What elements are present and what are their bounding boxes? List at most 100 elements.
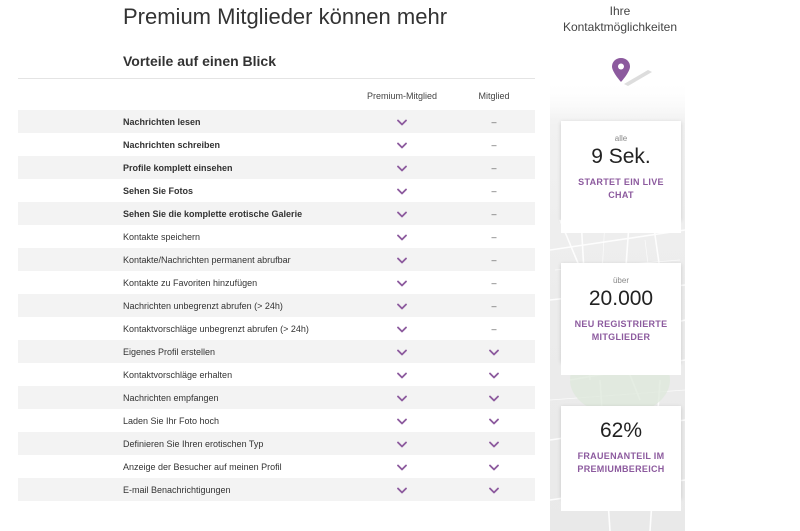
member-cell: –: [484, 133, 504, 156]
check-icon: [397, 119, 407, 125]
premium-cell: [392, 179, 412, 202]
stat-card-value: 62%: [599, 419, 643, 442]
table-row: E-mail Benachrichtigungen: [18, 478, 535, 501]
member-cell: –: [484, 110, 504, 133]
premium-cell: [392, 478, 412, 501]
premium-cell: [392, 294, 412, 317]
feature-label: Sehen Sie Fotos: [123, 186, 194, 196]
sidebar-title-line1: Ihre: [609, 4, 631, 18]
premium-cell: [392, 202, 412, 225]
feature-label: Kontaktvorschläge erhalten: [123, 370, 233, 380]
check-icon: [397, 280, 407, 286]
location-pin-icon: [612, 58, 652, 86]
feature-label: Kontakte zu Favoriten hinzufügen: [123, 278, 258, 288]
member-cell: –: [484, 271, 504, 294]
premium-cell: [392, 340, 412, 363]
column-header-premium: Premium-Mitglied: [366, 91, 437, 101]
check-icon: [489, 372, 499, 378]
table-row: Nachrichten unbegrenzt abrufen (> 24h) –: [18, 294, 535, 317]
member-cell: –: [484, 202, 504, 225]
member-cell: [484, 340, 504, 363]
premium-cell: [392, 110, 412, 133]
member-cell: [484, 478, 504, 501]
not-available-dash: –: [491, 185, 497, 196]
member-cell: –: [484, 294, 504, 317]
check-icon: [397, 441, 407, 447]
check-icon: [397, 188, 407, 194]
feature-label: Profile komplett einsehen: [123, 163, 233, 173]
not-available-dash: –: [491, 162, 497, 173]
table-row: Profile komplett einsehen –: [18, 156, 535, 179]
premium-cell: [392, 156, 412, 179]
premium-cell: [392, 363, 412, 386]
table-row: Nachrichten empfangen: [18, 386, 535, 409]
premium-cell: [392, 409, 412, 432]
table-row: Anzeige der Besucher auf meinen Profil: [18, 455, 535, 478]
check-icon: [397, 372, 407, 378]
member-cell: [484, 432, 504, 455]
feature-label: Eigenes Profil erstellen: [123, 347, 216, 357]
table-row: Kontakte/Nachrichten permanent abrufbar –: [18, 248, 535, 271]
feature-comparison-table: Nachrichten lesen – Nachrichten schreiben –…: [18, 110, 535, 501]
feature-label: Anzeige der Besucher auf meinen Profil: [123, 462, 282, 472]
table-row: Nachrichten lesen –: [18, 110, 535, 133]
not-available-dash: –: [491, 323, 497, 334]
not-available-dash: –: [491, 300, 497, 311]
table-row: Eigenes Profil erstellen: [18, 340, 535, 363]
member-cell: –: [484, 248, 504, 271]
member-cell: –: [484, 317, 504, 340]
check-icon: [397, 211, 407, 217]
check-icon: [489, 418, 499, 424]
check-icon: [397, 234, 407, 240]
table-row: Laden Sie Ihr Foto hoch: [18, 409, 535, 432]
stat-card-description: STARTET EIN LIVE CHAT: [578, 177, 664, 200]
stat-card-members: über 20.000 NEU REGISTRIERTE MITGLIEDER: [561, 263, 681, 375]
check-icon: [489, 395, 499, 401]
table-row: Kontakte zu Favoriten hinzufügen –: [18, 271, 535, 294]
feature-label: Kontakte speichern: [123, 232, 201, 242]
check-icon: [489, 487, 499, 493]
check-icon: [489, 441, 499, 447]
premium-cell: [392, 432, 412, 455]
check-icon: [397, 303, 407, 309]
member-cell: [484, 455, 504, 478]
stat-card-prefix: alle: [614, 134, 628, 143]
not-available-dash: –: [491, 139, 497, 150]
member-cell: –: [484, 179, 504, 202]
stat-card-description: NEU REGISTRIERTE MITGLIEDER: [574, 319, 668, 342]
feature-label: Nachrichten schreiben: [123, 140, 221, 150]
check-icon: [397, 395, 407, 401]
table-row: Kontakte speichern –: [18, 225, 535, 248]
table-row: Nachrichten schreiben –: [18, 133, 535, 156]
member-cell: [484, 409, 504, 432]
feature-label: Nachrichten unbegrenzt abrufen (> 24h): [123, 301, 283, 311]
premium-cell: [392, 271, 412, 294]
feature-label: Sehen Sie die komplette erotische Galeri…: [123, 209, 303, 219]
column-header-member: Mitglied: [478, 91, 510, 101]
not-available-dash: –: [491, 254, 497, 265]
check-icon: [489, 464, 499, 470]
page-title: Premium Mitglieder können mehr: [123, 4, 448, 29]
member-cell: –: [484, 225, 504, 248]
feature-label: Definieren Sie Ihren erotischen Typ: [123, 439, 264, 449]
check-icon: [397, 487, 407, 493]
stat-card-women-share: 62% FRAUENANTEIL IM PREMIUMBEREICH: [561, 406, 681, 511]
check-icon: [397, 165, 407, 171]
check-icon: [397, 418, 407, 424]
member-cell: [484, 386, 504, 409]
premium-cell: [392, 248, 412, 271]
check-icon: [397, 257, 407, 263]
sidebar-title: Ihre Kontaktmöglichkeiten: [545, 3, 695, 35]
table-row: Kontaktvorschläge erhalten: [18, 363, 535, 386]
premium-cell: [392, 455, 412, 478]
member-cell: [484, 363, 504, 386]
stat-card-value: 9 Sek.: [591, 145, 651, 168]
divider: [18, 78, 535, 79]
table-row: Definieren Sie Ihren erotischen Typ: [18, 432, 535, 455]
premium-cell: [392, 317, 412, 340]
check-icon: [397, 142, 407, 148]
check-icon: [489, 349, 499, 355]
feature-label: Nachrichten empfangen: [123, 393, 219, 403]
premium-cell: [392, 225, 412, 248]
stat-card-description: FRAUENANTEIL IM PREMIUMBEREICH: [577, 451, 665, 474]
